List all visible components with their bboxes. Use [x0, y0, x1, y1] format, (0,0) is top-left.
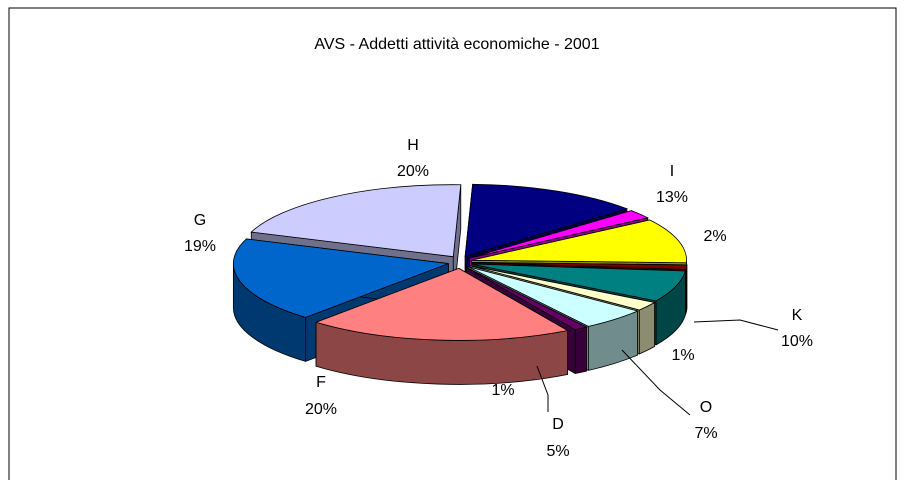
category-label: H — [407, 137, 419, 154]
pie — [233, 184, 686, 384]
slice-wall — [575, 327, 586, 373]
value-label: 19% — [184, 238, 216, 255]
chart-title: AVS - Addetti attività economiche - 2001 — [314, 36, 599, 53]
category-label: G — [194, 212, 206, 229]
value-label: 1% — [671, 347, 694, 364]
slice-wall — [686, 265, 687, 314]
category-label: D — [552, 416, 564, 433]
value-label: 7% — [694, 425, 717, 442]
slice-wall — [639, 302, 654, 353]
value-label: 20% — [397, 163, 429, 180]
value-label: 5% — [546, 443, 569, 460]
value-label: 13% — [656, 189, 688, 206]
category-label: O — [700, 399, 712, 416]
category-label: K — [792, 307, 803, 324]
category-label: F — [316, 374, 326, 391]
value-label: 2% — [703, 228, 726, 245]
value-label: 10% — [781, 333, 813, 350]
value-label: 1% — [491, 382, 514, 399]
category-label: I — [670, 163, 674, 180]
value-label: 20% — [305, 401, 337, 418]
